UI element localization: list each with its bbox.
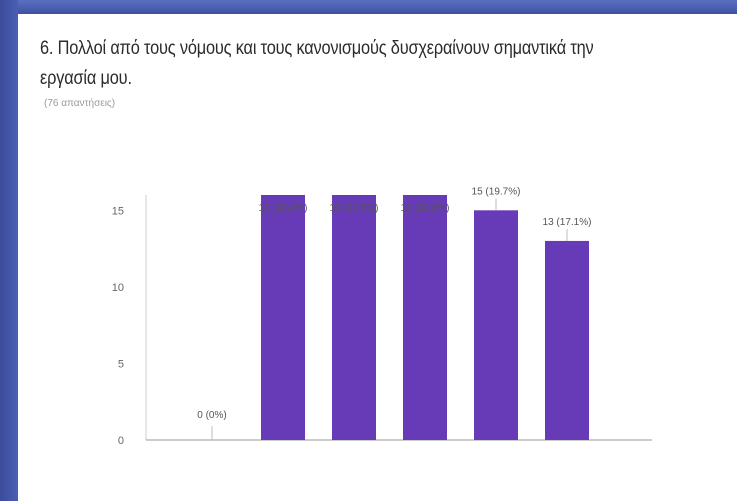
data-label: 13 (17.1%) [543,217,592,228]
response-count: (76 απαντήσεις) [44,98,116,109]
data-label: 16 (20.8%) [401,203,450,214]
data-label: 0 (0%) [197,410,226,421]
bar-3 [332,195,376,440]
bar-4 [403,195,447,440]
y-tick-label: 15 [112,205,124,217]
bar-6 [545,240,589,440]
y-tick-label: 10 [112,282,124,294]
slide-top-border [0,0,737,14]
response-card [18,14,737,501]
question-title: 6. Πολλοί από τους νόμους και τους κανον… [40,38,594,89]
data-label: 15 (19.7%) [472,186,521,197]
bar-2 [261,195,305,440]
y-tick-label: 0 [118,435,124,447]
data-label: 16 (20.8%) [330,203,379,214]
data-label: 16 (20.8%) [259,203,308,214]
bar-5 [474,210,518,440]
y-tick-label: 5 [118,358,124,370]
slide-left-border [0,0,18,501]
